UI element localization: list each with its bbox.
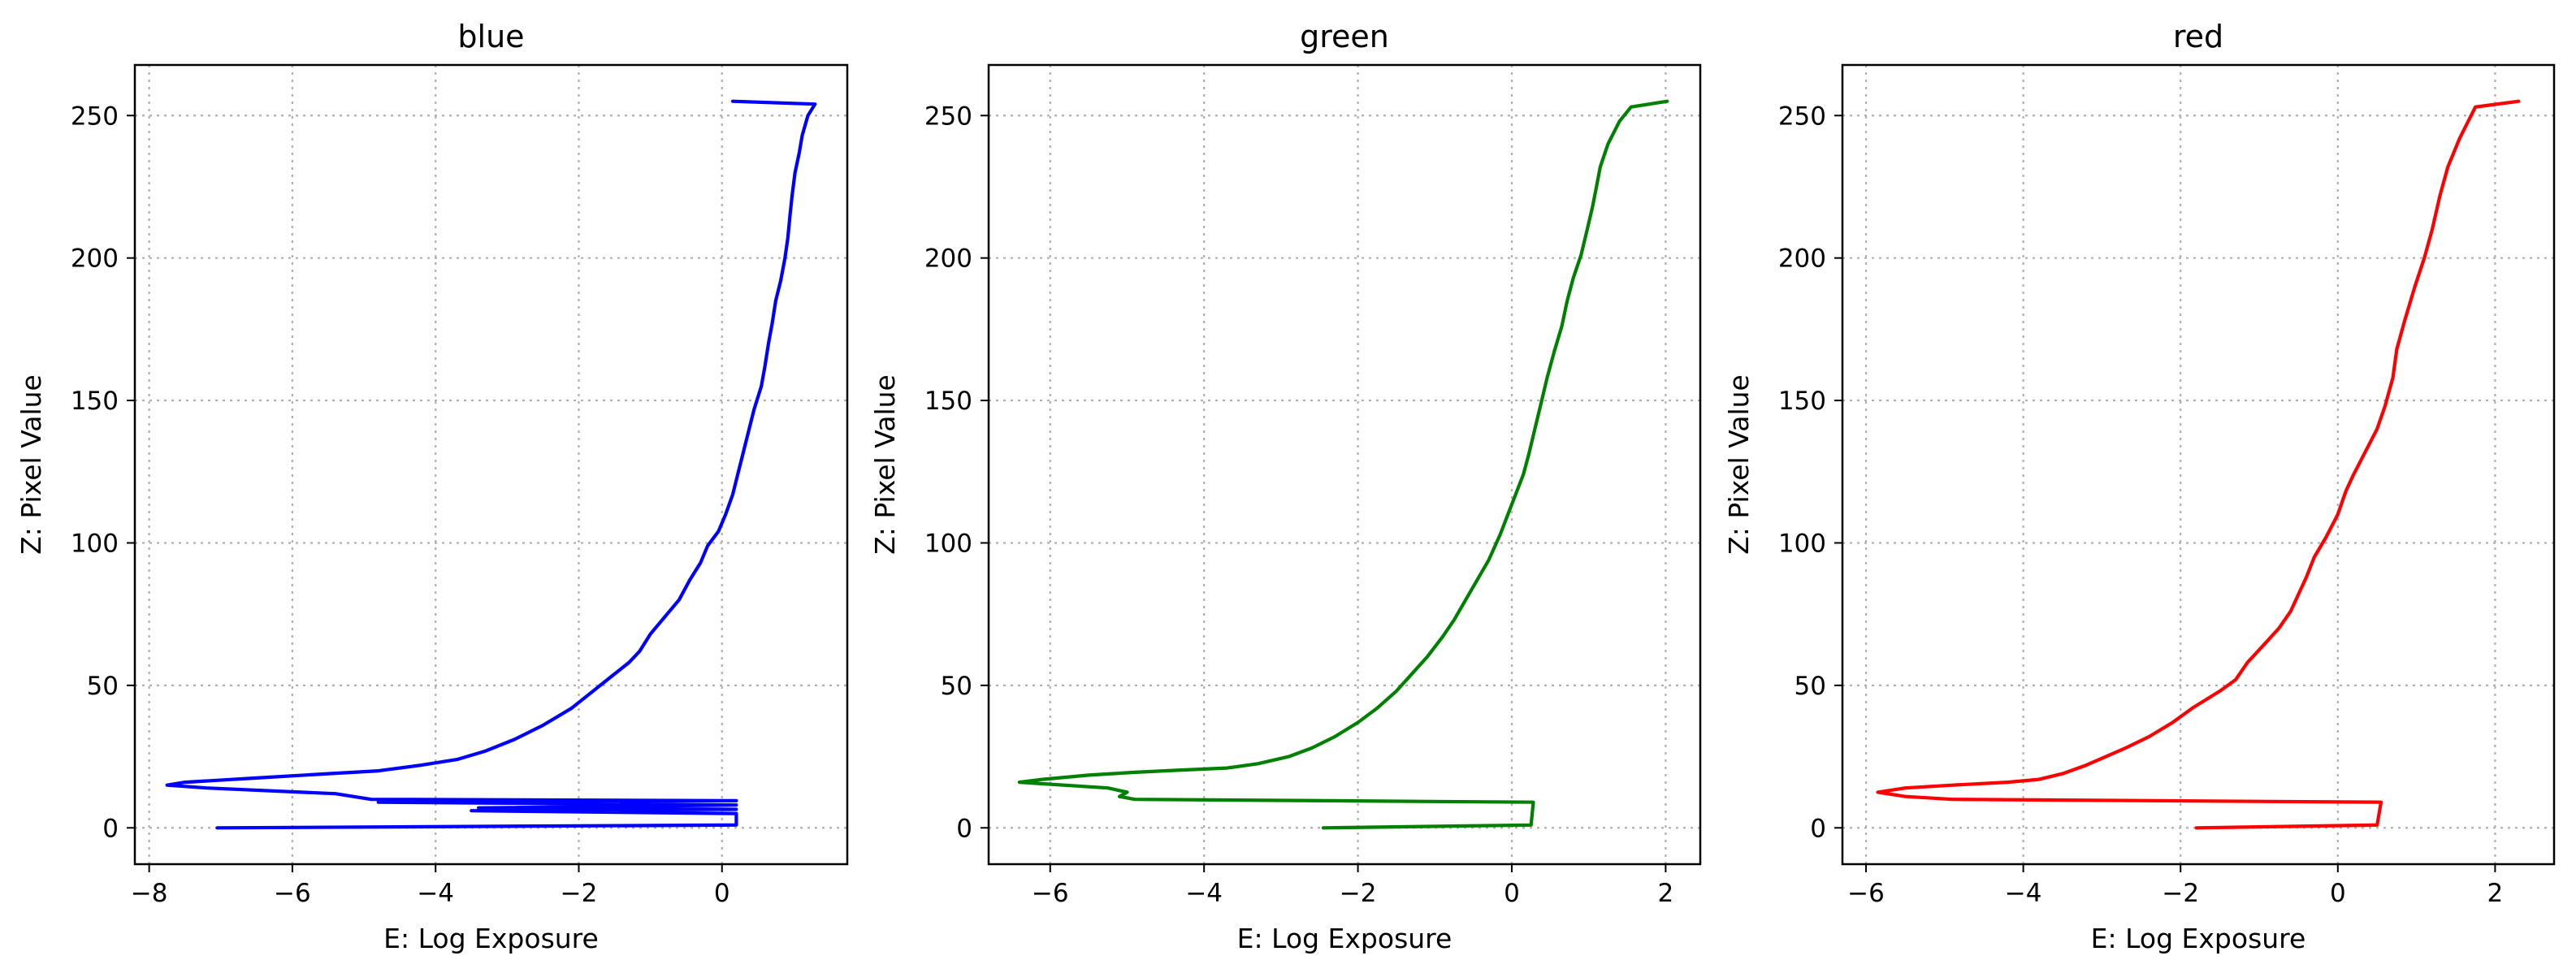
y-tick-label: 0 <box>102 814 119 843</box>
x-axis-label: E: Log Exposure <box>2091 923 2306 954</box>
x-tick-label: 2 <box>1658 879 1674 908</box>
y-tick-label: 250 <box>1778 102 1826 131</box>
x-tick-label: 0 <box>1504 879 1520 908</box>
x-tick-label: −2 <box>2162 879 2199 908</box>
y-axis-label: Z: Pixel Value <box>869 374 901 555</box>
subplot-blue: −8 −6 −4 −2 0 0 50 100 150 200 250 blue E: Log Expos… <box>15 19 849 954</box>
y-tick-label: 200 <box>1778 244 1826 274</box>
x-tick-label: −2 <box>561 879 598 908</box>
plot-frame <box>133 63 849 866</box>
series-line <box>1017 99 1669 830</box>
y-axis-label: Z: Pixel Value <box>15 374 47 555</box>
x-axis-label: E: Log Exposure <box>1237 923 1453 954</box>
x-tick-label: −6 <box>274 879 311 908</box>
plot-frame <box>987 63 1702 866</box>
series-line <box>165 99 817 830</box>
y-tick-label: 0 <box>1810 814 1826 843</box>
y-axis-label: Z: Pixel Value <box>1723 374 1755 555</box>
chart-title: red <box>2173 19 2223 54</box>
x-tick-label: −4 <box>2005 879 2042 908</box>
x-tick-label: −2 <box>1340 879 1377 908</box>
y-tick-label: 100 <box>1778 529 1826 558</box>
y-tick-label: 250 <box>71 102 119 131</box>
y-tick-label: 250 <box>924 102 972 131</box>
y-tick-label: 100 <box>924 529 972 558</box>
y-tick-label: 50 <box>1795 672 1826 701</box>
y-tick-label: 200 <box>71 244 119 274</box>
chart-title: blue <box>457 19 524 54</box>
y-tick-label: 50 <box>941 672 972 701</box>
x-tick-label: −4 <box>417 879 454 908</box>
chart-title: green <box>1300 19 1389 54</box>
y-tick-label: 100 <box>71 529 119 558</box>
x-tick-label: −6 <box>1032 879 1069 908</box>
series-line <box>1876 99 2521 830</box>
y-tick-label: 150 <box>1778 387 1826 416</box>
x-tick-label: −8 <box>131 879 168 908</box>
x-axis-label: E: Log Exposure <box>383 923 599 954</box>
y-tick-label: 0 <box>956 814 972 843</box>
y-tick-label: 150 <box>924 387 972 416</box>
y-tick-label: 150 <box>71 387 119 416</box>
y-tick-label: 50 <box>87 672 119 701</box>
subplot-red: −6 −4 −2 0 2 0 50 100 150 200 250 red E: Log Exposur… <box>1723 19 2556 954</box>
x-tick-label: 2 <box>2487 879 2504 908</box>
x-tick-label: −6 <box>1847 879 1885 908</box>
x-tick-label: 0 <box>2330 879 2346 908</box>
plot-frame <box>1841 63 2556 866</box>
x-tick-label: 0 <box>714 879 730 908</box>
subplot-green: −6 −4 −2 0 2 0 50 100 150 200 250 green E: Log Expos… <box>869 19 1702 954</box>
x-tick-label: −4 <box>1185 879 1223 908</box>
y-tick-label: 200 <box>924 244 972 274</box>
